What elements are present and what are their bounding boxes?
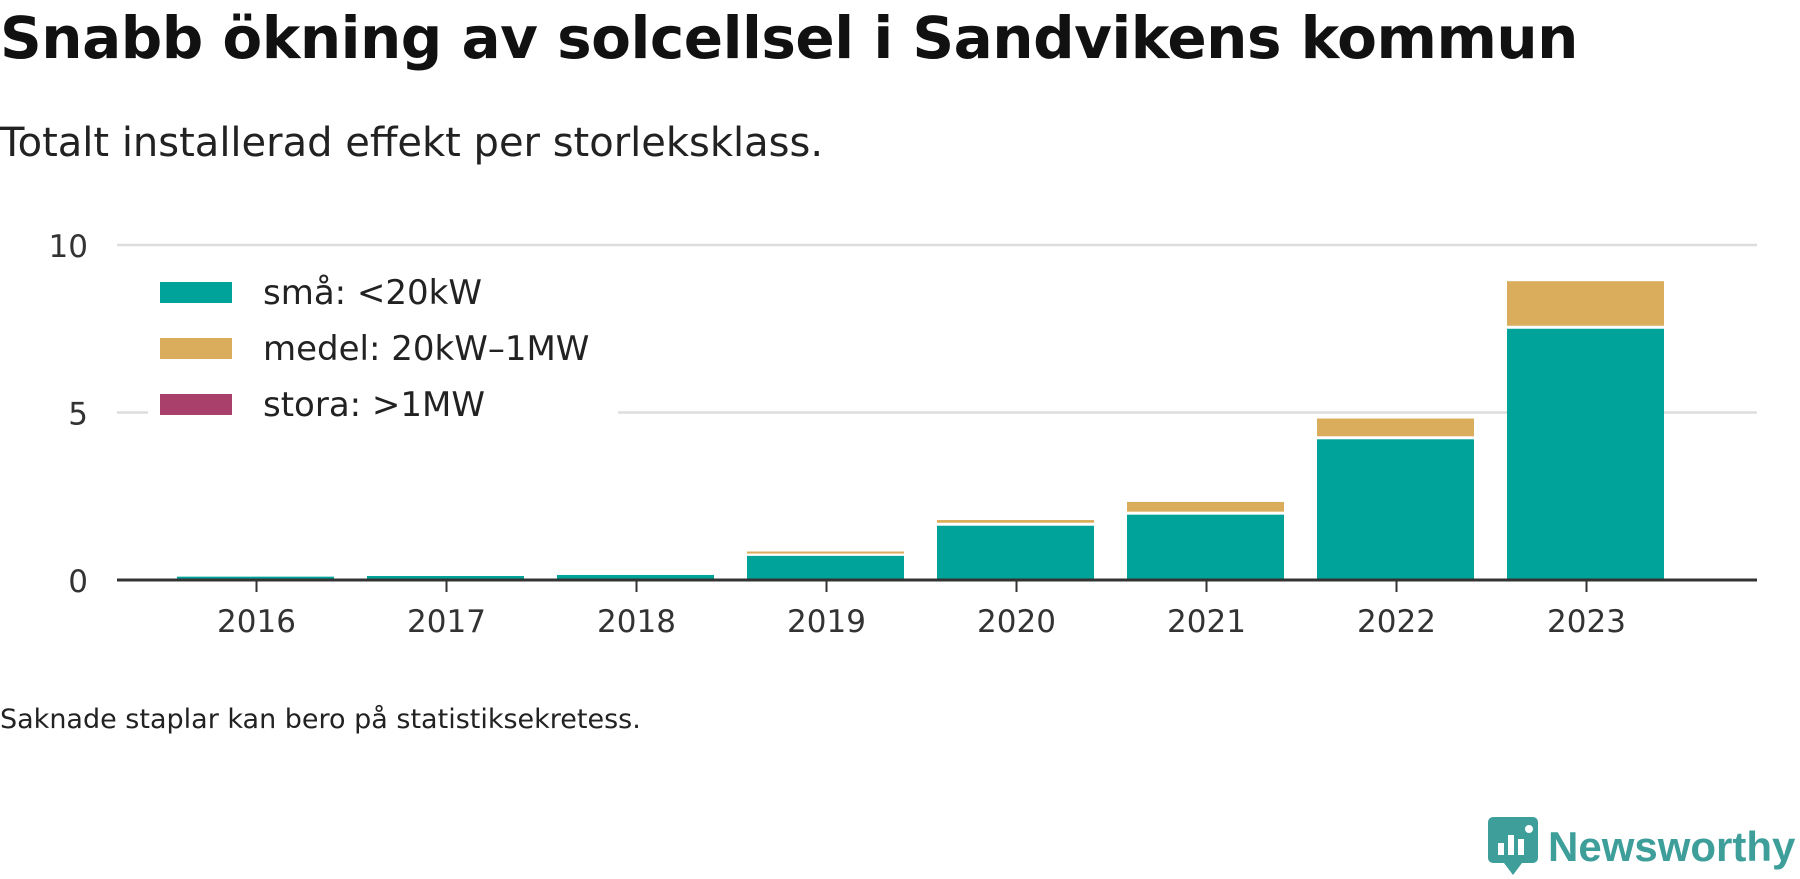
logo-dot — [1525, 825, 1533, 833]
legend-label: medel: 20kW–1MW — [263, 329, 589, 369]
y-tick-label: 10 — [49, 229, 88, 265]
stacked-bar-chart: 0 5 10 2016 2017 2018 2019 2020 2021 2022 2023 små:… — [49, 229, 1757, 640]
logo-bar — [1518, 839, 1524, 855]
x-tick-label: 2017 — [407, 604, 486, 640]
bar-segment — [1507, 328, 1664, 580]
x-tick-label: 2018 — [597, 604, 676, 640]
bar-segment — [747, 555, 904, 580]
bar-segment — [367, 575, 524, 580]
bar-segment — [1127, 514, 1284, 580]
legend-swatch — [160, 338, 232, 359]
chart-title: Snabb ökning av solcellsel i Sandvikens … — [0, 4, 1578, 72]
x-tick-label: 2021 — [1167, 604, 1246, 640]
legend-label: stora: >1MW — [263, 385, 485, 425]
bar-segment — [557, 574, 714, 580]
x-tick-label: 2023 — [1547, 604, 1626, 640]
bar-segment — [1317, 439, 1474, 580]
x-tick-label: 2016 — [217, 604, 296, 640]
y-tick-label: 5 — [68, 397, 88, 433]
x-tick-label: 2020 — [977, 604, 1056, 640]
bar-segment — [1317, 418, 1474, 437]
bar-segment — [747, 551, 904, 554]
legend-swatch — [160, 282, 232, 303]
y-tick-label: 0 — [68, 564, 88, 600]
logo-bar — [1498, 843, 1504, 855]
legend-swatch — [160, 394, 232, 415]
bar-segment — [177, 576, 334, 580]
brand-name: Newsworthy — [1548, 823, 1796, 870]
bar-segment — [1127, 501, 1284, 512]
bar-segment — [937, 520, 1094, 523]
newsworthy-logo-icon — [1488, 817, 1538, 875]
logo-bar — [1508, 835, 1514, 855]
x-tick-label: 2019 — [787, 604, 866, 640]
footnote: Saknade staplar kan bero på statistiksek… — [0, 704, 641, 735]
logo-speech-tail — [1504, 863, 1522, 875]
x-tick-label: 2022 — [1357, 604, 1436, 640]
brand: Newsworthy — [1488, 817, 1795, 877]
legend-label: små: <20kW — [263, 273, 482, 313]
chart-subtitle: Totalt installerad effekt per storlekskl… — [0, 120, 824, 166]
bar-segment — [1507, 281, 1664, 326]
bar-segment — [937, 525, 1094, 580]
